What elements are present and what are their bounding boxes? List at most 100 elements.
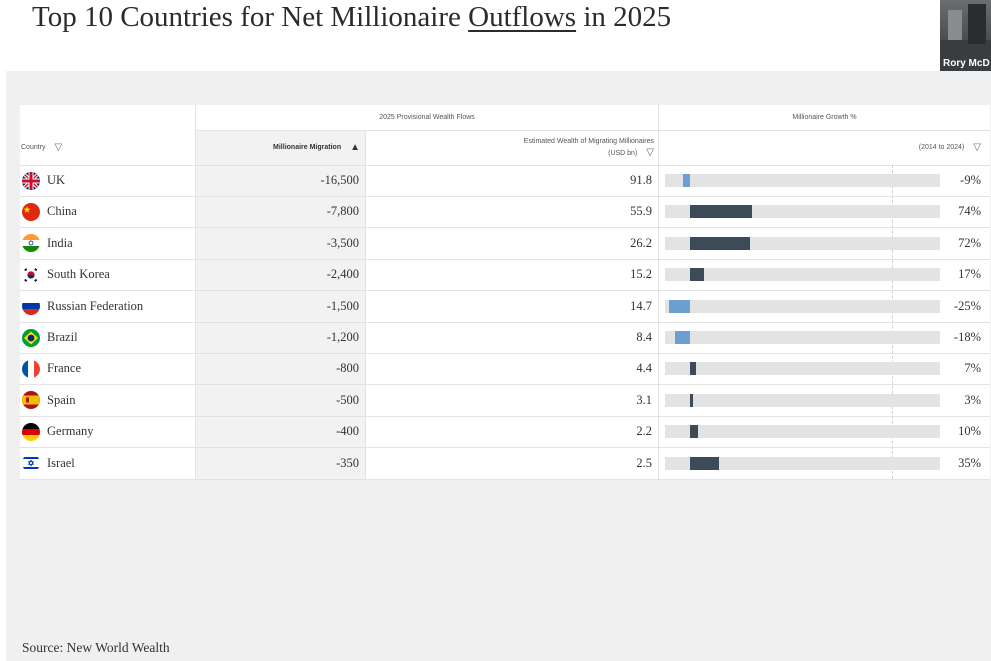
country-cell: Israel [20,448,75,479]
country-header-label: Country [21,144,46,151]
row-divider [20,196,990,197]
spain-flag-icon [22,391,40,410]
growth-bar [682,174,690,187]
filter-icon[interactable]: ▽ [973,142,981,153]
column-divider [365,130,366,479]
migration-value: -350 [336,455,359,470]
migration-value: -1,200 [326,330,359,344]
migration-header-label: Millionaire Migration [273,144,342,151]
sort-ascending-icon[interactable]: ▲ [350,142,360,153]
growth-bar [690,456,720,470]
header-bottom-divider [20,165,990,166]
title-text-end: in 2025 [576,1,672,33]
wealth-value: 14.7 [630,298,652,313]
country-cell: Brazil [20,322,78,353]
country-cell: France [20,353,81,384]
wealth-value: 4.4 [636,361,652,376]
wealth-value: 3.1 [636,392,652,407]
column-divider [658,105,659,479]
table-row[interactable]: Israel -350 2.5 35% [20,448,990,480]
country-name: India [47,235,73,250]
country-name: Spain [47,392,76,407]
country-name: Brazil [47,330,78,344]
country-name: UK [47,173,66,187]
table-row[interactable]: UK -16,500 91.8 -9% [20,165,990,197]
row-divider [20,384,990,386]
table-row[interactable]: South Korea -2,400 15.2 17% [20,259,990,292]
title-text: Top 10 Countries for Net Millionaire [32,1,469,33]
growth-label: 35% [958,455,981,470]
country-column-header[interactable]: Country ▽ [21,130,191,165]
table-row[interactable]: Russian Federation -1,500 14.7 -25% [20,291,990,323]
row-divider [20,415,990,417]
video-person-silhouette [968,4,986,44]
growth-column-header[interactable]: (2014 to 2024) ▽ [659,130,981,165]
growth-bar-track [665,425,940,439]
growth-label: 3% [964,392,981,407]
growth-label: -18% [953,330,981,344]
wealth-column-header[interactable]: Estimated Wealth of Migrating Millionair… [366,130,654,165]
growth-label: 74% [958,204,981,219]
table-row[interactable]: France -800 4.4 7% [20,353,990,386]
row-divider [20,227,990,229]
sorted-column-shade [196,130,366,479]
growth-bar [690,236,750,250]
column-divider [195,105,196,479]
country-name: Israel [47,455,75,470]
filter-icon[interactable]: ▽ [54,142,63,153]
source-note: Source: New World Wealth [22,640,170,655]
migration-value: -7,800 [326,204,359,219]
growth-label: -25% [953,298,981,313]
country-cell: Spain [20,385,75,416]
filter-icon[interactable]: ▽ [646,147,654,158]
growth-label: 7% [964,361,981,376]
wealth-header-unit: (USD bn) [608,150,638,157]
row-divider [20,258,990,260]
table-row[interactable]: Spain -500 3.1 3% [20,385,990,417]
table-row[interactable]: China -7,800 55.9 74% [20,196,990,229]
country-name: Russian Federation [47,298,144,313]
migration-value: -16,500 [320,173,359,187]
country-cell: Russian Federation [20,291,143,322]
row-divider [20,353,990,354]
russia-flag-icon [22,297,40,316]
growth-bar [690,205,752,219]
row-divider [20,447,990,449]
migration-value: -400 [336,424,359,439]
row-divider [20,290,990,292]
growth-bar-track [665,268,940,282]
table-row[interactable]: Germany -400 2.2 10% [20,416,990,449]
growth-label: 72% [958,235,981,250]
country-cell: UK [20,165,65,196]
slide-title: Top 10 Countries for Net Millionaire Out… [32,0,671,34]
migration-value: -1,500 [326,298,359,313]
wealth-value: 55.9 [630,204,652,219]
india-flag-icon [22,234,40,253]
growth-bar-track [665,362,940,376]
country-name: China [47,204,77,219]
china-flag-icon [22,202,40,221]
country-name: Germany [47,424,94,439]
growth-bar-track [665,331,940,344]
wealth-value: 15.2 [630,267,652,282]
table-row[interactable]: Brazil -1,200 8.4 -18% [20,322,990,354]
group-header-growth: Millionaire Growth % [792,114,857,121]
country-name: South Korea [47,267,110,282]
participant-video-tile[interactable]: Rory McD [940,0,991,72]
wealth-value: 26.2 [630,235,652,250]
wealth-value: 2.5 [636,455,652,470]
israel-flag-icon [22,454,40,473]
migration-value: -3,500 [326,235,359,250]
table-row[interactable]: India -3,500 26.2 72% [20,228,990,260]
wealth-header-label: Estimated Wealth of Migrating Millionair… [523,138,654,145]
growth-label: 17% [958,267,981,282]
growth-bar [690,268,705,282]
country-name: France [47,361,82,376]
wealth-value: 2.2 [636,424,652,439]
migration-column-header[interactable]: Millionaire Migration ▲ [196,130,366,165]
participant-name: Rory McD [943,58,990,69]
growth-bar [675,331,690,344]
country-cell: India [20,228,73,259]
video-background-detail [948,10,962,40]
country-cell: China [20,196,77,227]
